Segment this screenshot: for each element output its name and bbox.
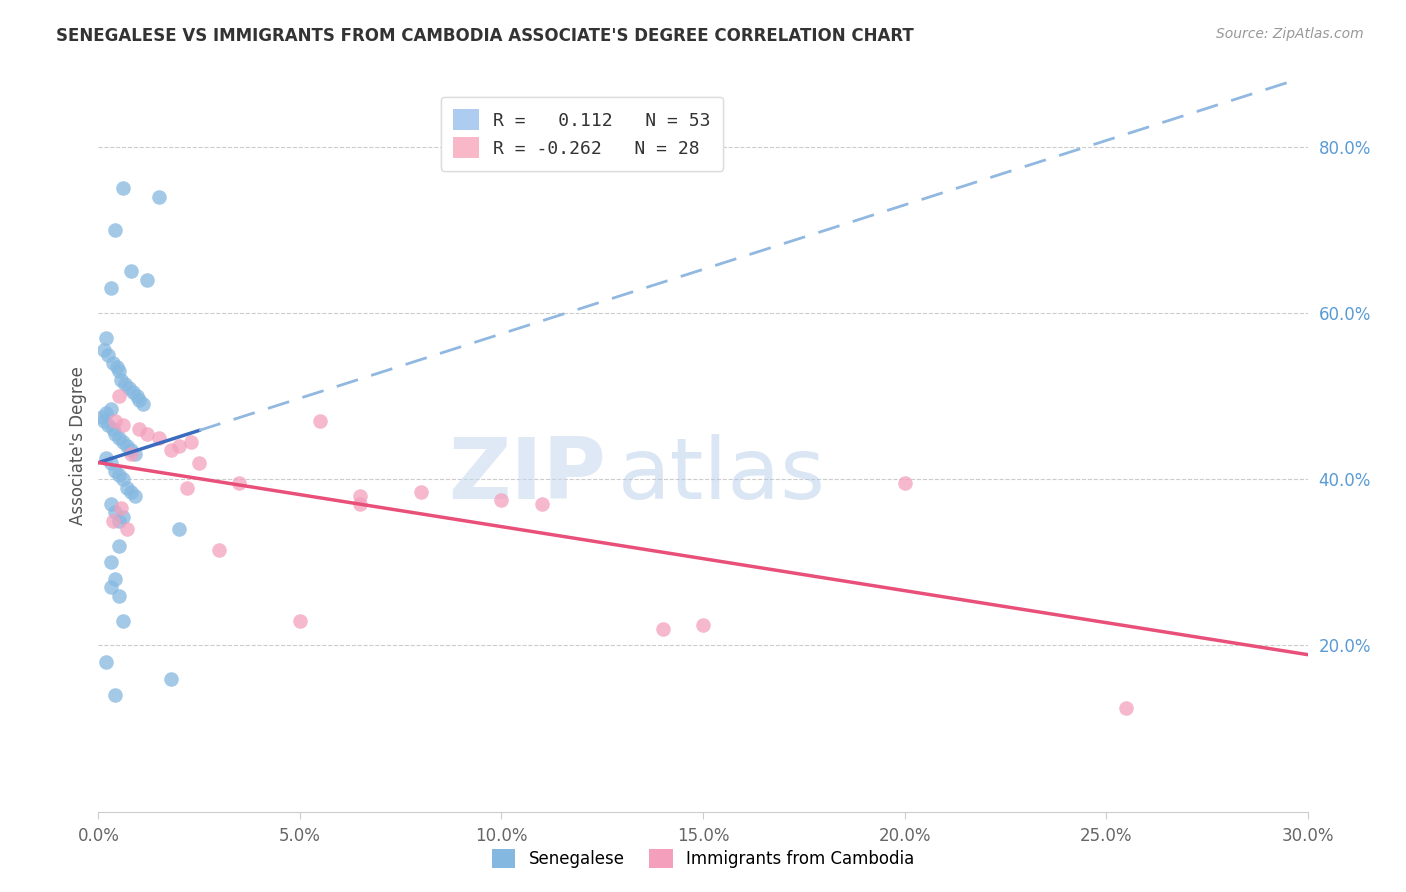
Point xyxy=(96,331,118,345)
Point xyxy=(111,472,134,486)
Point xyxy=(111,418,134,433)
Point xyxy=(188,456,211,470)
Point xyxy=(107,514,129,528)
Point xyxy=(103,223,125,237)
Point xyxy=(115,439,138,453)
Text: Source: ZipAtlas.com: Source: ZipAtlas.com xyxy=(1216,27,1364,41)
Point xyxy=(121,384,143,399)
Point xyxy=(111,509,134,524)
Text: atlas: atlas xyxy=(619,434,827,516)
Point xyxy=(107,364,129,378)
Point xyxy=(349,489,371,503)
Point xyxy=(100,555,122,569)
Point xyxy=(692,617,714,632)
Point xyxy=(103,426,125,441)
Point xyxy=(107,468,129,483)
Point xyxy=(309,414,332,428)
Point xyxy=(115,481,138,495)
Point xyxy=(103,689,125,703)
Point xyxy=(111,181,134,195)
Point xyxy=(110,501,132,516)
Point xyxy=(148,189,170,203)
Point xyxy=(349,497,371,511)
Point xyxy=(96,406,118,420)
Point xyxy=(124,489,146,503)
Point xyxy=(91,409,114,424)
Point xyxy=(167,522,190,536)
Point xyxy=(103,572,125,586)
Point xyxy=(409,484,432,499)
Point xyxy=(148,431,170,445)
Point xyxy=(96,655,118,669)
Point xyxy=(893,476,915,491)
Point xyxy=(160,672,183,686)
Point xyxy=(160,443,183,458)
Point xyxy=(115,522,138,536)
Text: SENEGALESE VS IMMIGRANTS FROM CAMBODIA ASSOCIATE'S DEGREE CORRELATION CHART: SENEGALESE VS IMMIGRANTS FROM CAMBODIA A… xyxy=(56,27,914,45)
Point xyxy=(651,622,673,636)
Point xyxy=(101,422,124,436)
Point xyxy=(132,397,155,411)
Point xyxy=(120,447,142,461)
Point xyxy=(118,381,141,395)
Point xyxy=(1115,701,1137,715)
Point xyxy=(100,580,122,594)
Point xyxy=(125,389,148,403)
Point xyxy=(288,614,311,628)
Point xyxy=(124,447,146,461)
Point xyxy=(120,264,142,278)
Point xyxy=(208,542,231,557)
Point xyxy=(100,456,122,470)
Point xyxy=(101,514,124,528)
Point xyxy=(167,439,190,453)
Point xyxy=(103,506,125,520)
Point xyxy=(100,497,122,511)
Point xyxy=(96,451,118,466)
Point xyxy=(120,484,142,499)
Point xyxy=(105,359,128,374)
Point xyxy=(120,443,142,458)
Point xyxy=(107,539,129,553)
Point xyxy=(114,376,136,391)
Point xyxy=(107,431,129,445)
Legend: R =   0.112   N = 53, R = -0.262   N = 28: R = 0.112 N = 53, R = -0.262 N = 28 xyxy=(441,96,723,171)
Point xyxy=(128,422,150,436)
Point xyxy=(97,347,120,362)
Point xyxy=(93,414,115,428)
Point xyxy=(176,481,198,495)
Point xyxy=(93,343,115,358)
Point xyxy=(101,356,124,370)
Point xyxy=(128,393,150,408)
Legend: Senegalese, Immigrants from Cambodia: Senegalese, Immigrants from Cambodia xyxy=(485,842,921,875)
Point xyxy=(97,418,120,433)
Point xyxy=(107,389,129,403)
Point xyxy=(100,401,122,416)
Point xyxy=(180,434,202,449)
Point xyxy=(135,426,157,441)
Point xyxy=(100,281,122,295)
Point xyxy=(103,464,125,478)
Point xyxy=(107,589,129,603)
Point xyxy=(135,273,157,287)
Point xyxy=(491,493,513,508)
Point xyxy=(103,414,125,428)
Text: ZIP: ZIP xyxy=(449,434,606,516)
Point xyxy=(111,434,134,449)
Point xyxy=(530,497,553,511)
Point xyxy=(110,372,132,386)
Y-axis label: Associate's Degree: Associate's Degree xyxy=(69,367,87,525)
Point xyxy=(228,476,250,491)
Point xyxy=(111,614,134,628)
